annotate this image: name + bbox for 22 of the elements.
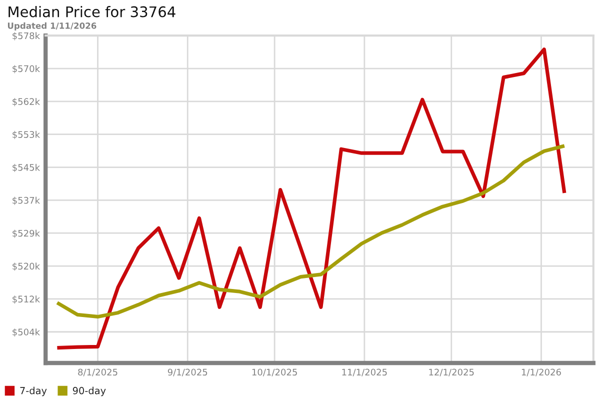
line-series bbox=[55, 48, 566, 350]
legend-label: 7-day bbox=[20, 386, 47, 396]
y-tick-label: $545k bbox=[12, 164, 40, 172]
y-tick-label: $520k bbox=[12, 262, 40, 271]
y-tick-label: $570k bbox=[12, 65, 40, 74]
y-tick-label: $529k bbox=[12, 230, 40, 238]
y-tick-label: $553k bbox=[12, 130, 40, 140]
x-tick-label: 11/1/2025 bbox=[342, 368, 387, 376]
legend-label: 90-day bbox=[72, 386, 106, 396]
x-tick-label: 12/1/2025 bbox=[429, 368, 474, 376]
x-tick-label: 9/1/2025 bbox=[168, 368, 208, 376]
x-tick-label: 10/1/2025 bbox=[252, 368, 297, 376]
y-tick-label: $578k bbox=[12, 32, 40, 40]
y-tick-label: $504k bbox=[12, 328, 40, 337]
x-tick-label: 1/1/2026 bbox=[522, 368, 561, 376]
y-tick-label: $562k bbox=[12, 98, 40, 106]
chart-title: Median Price for 33764 bbox=[8, 6, 176, 18]
y-tick-label: $512k bbox=[12, 296, 40, 304]
y-tick-label: $537k bbox=[12, 196, 40, 205]
line-series bbox=[55, 144, 566, 319]
chart-subtitle: Updated 1/11/2026 bbox=[8, 22, 96, 30]
x-tick-label: 8/1/2025 bbox=[78, 368, 118, 376]
